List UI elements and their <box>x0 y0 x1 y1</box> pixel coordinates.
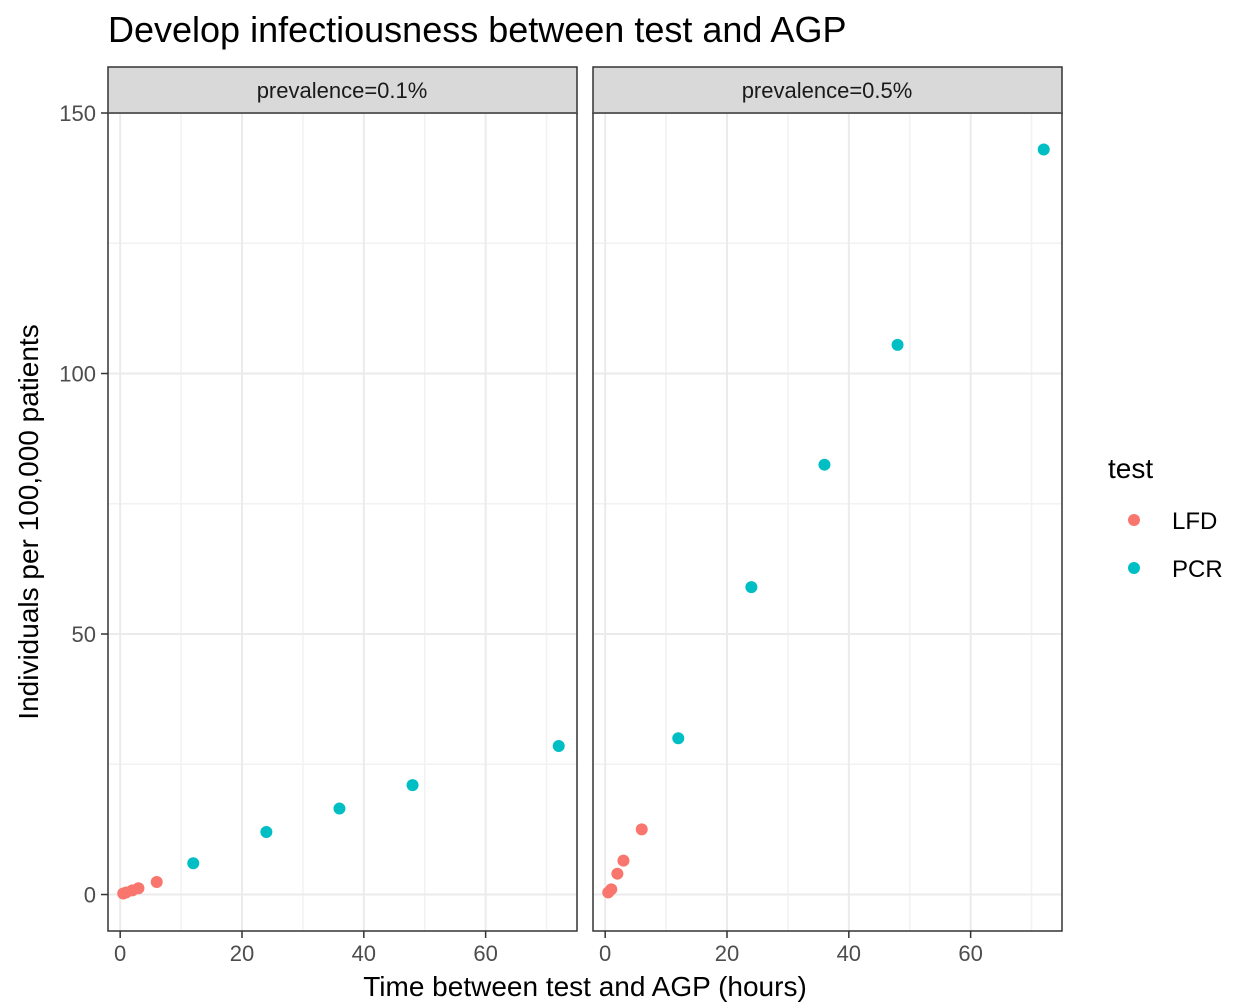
data-point-lfd <box>635 823 648 836</box>
panel-strip-label: prevalence=0.1% <box>257 78 428 103</box>
panel-points <box>117 740 565 900</box>
legend-title: test <box>1108 453 1153 484</box>
data-point-lfd <box>611 867 624 880</box>
y-tick-label: 50 <box>72 622 96 647</box>
data-point-pcr <box>333 802 346 815</box>
x-tick-label: 60 <box>473 941 497 966</box>
legend-label-lfd: LFD <box>1172 508 1217 535</box>
panel-y-axis-ticks: 0 50 100 150 <box>59 101 108 908</box>
data-point-lfd <box>617 854 630 867</box>
panel-prevalence-0-5: prevalence=0.5% 0 20 40 60 <box>592 66 1063 966</box>
legend: test LFD PCR <box>1108 453 1223 583</box>
panel-strip-label: prevalence=0.5% <box>742 78 913 103</box>
chart-title: Develop infectiousness between test and … <box>108 9 846 50</box>
panel-strip-background <box>592 66 1063 114</box>
panel-x-axis-ticks: 0 20 40 60 <box>599 931 983 966</box>
legend-key-lfd <box>1128 514 1140 526</box>
panel-prevalence-0-1: prevalence=0.1% 0 20 40 60 0 50 100 150 <box>59 66 578 966</box>
y-axis-title: Individuals per 100,000 patients <box>13 324 44 719</box>
x-tick-label: 20 <box>230 941 254 966</box>
data-point-pcr <box>891 338 904 351</box>
x-axis-title: Time between test and AGP (hours) <box>363 971 807 1002</box>
panel-border <box>592 112 1063 932</box>
legend-label-pcr: PCR <box>1172 556 1223 583</box>
x-tick-label: 20 <box>715 941 739 966</box>
panel-gridlines <box>593 112 1062 931</box>
y-tick-label: 0 <box>84 883 96 908</box>
legend-item-pcr: PCR <box>1128 556 1223 583</box>
data-point-pcr <box>745 581 758 594</box>
x-tick-label: 40 <box>837 941 861 966</box>
data-point-pcr <box>818 458 831 471</box>
legend-key-pcr <box>1128 562 1140 574</box>
y-tick-label: 100 <box>59 362 96 387</box>
x-tick-label: 0 <box>114 941 126 966</box>
panel-points <box>602 143 1050 899</box>
legend-item-lfd: LFD <box>1128 508 1217 535</box>
panel-x-axis-ticks: 0 20 40 60 <box>114 931 498 966</box>
data-point-pcr <box>672 732 685 745</box>
panel-strip-background <box>107 66 578 114</box>
data-point-lfd <box>132 882 145 895</box>
data-point-pcr <box>260 826 273 839</box>
data-point-pcr <box>1037 143 1050 156</box>
data-point-pcr <box>406 779 419 792</box>
x-tick-label: 60 <box>958 941 982 966</box>
data-point-lfd <box>605 883 618 896</box>
panel-plot-area <box>593 113 1062 931</box>
panel-border <box>107 112 578 932</box>
x-tick-label: 0 <box>599 941 611 966</box>
data-point-pcr <box>187 857 200 870</box>
y-tick-label: 150 <box>59 101 96 126</box>
x-tick-label: 40 <box>352 941 376 966</box>
data-point-pcr <box>552 740 565 753</box>
data-point-lfd <box>150 876 163 889</box>
panel-plot-area <box>108 113 577 931</box>
